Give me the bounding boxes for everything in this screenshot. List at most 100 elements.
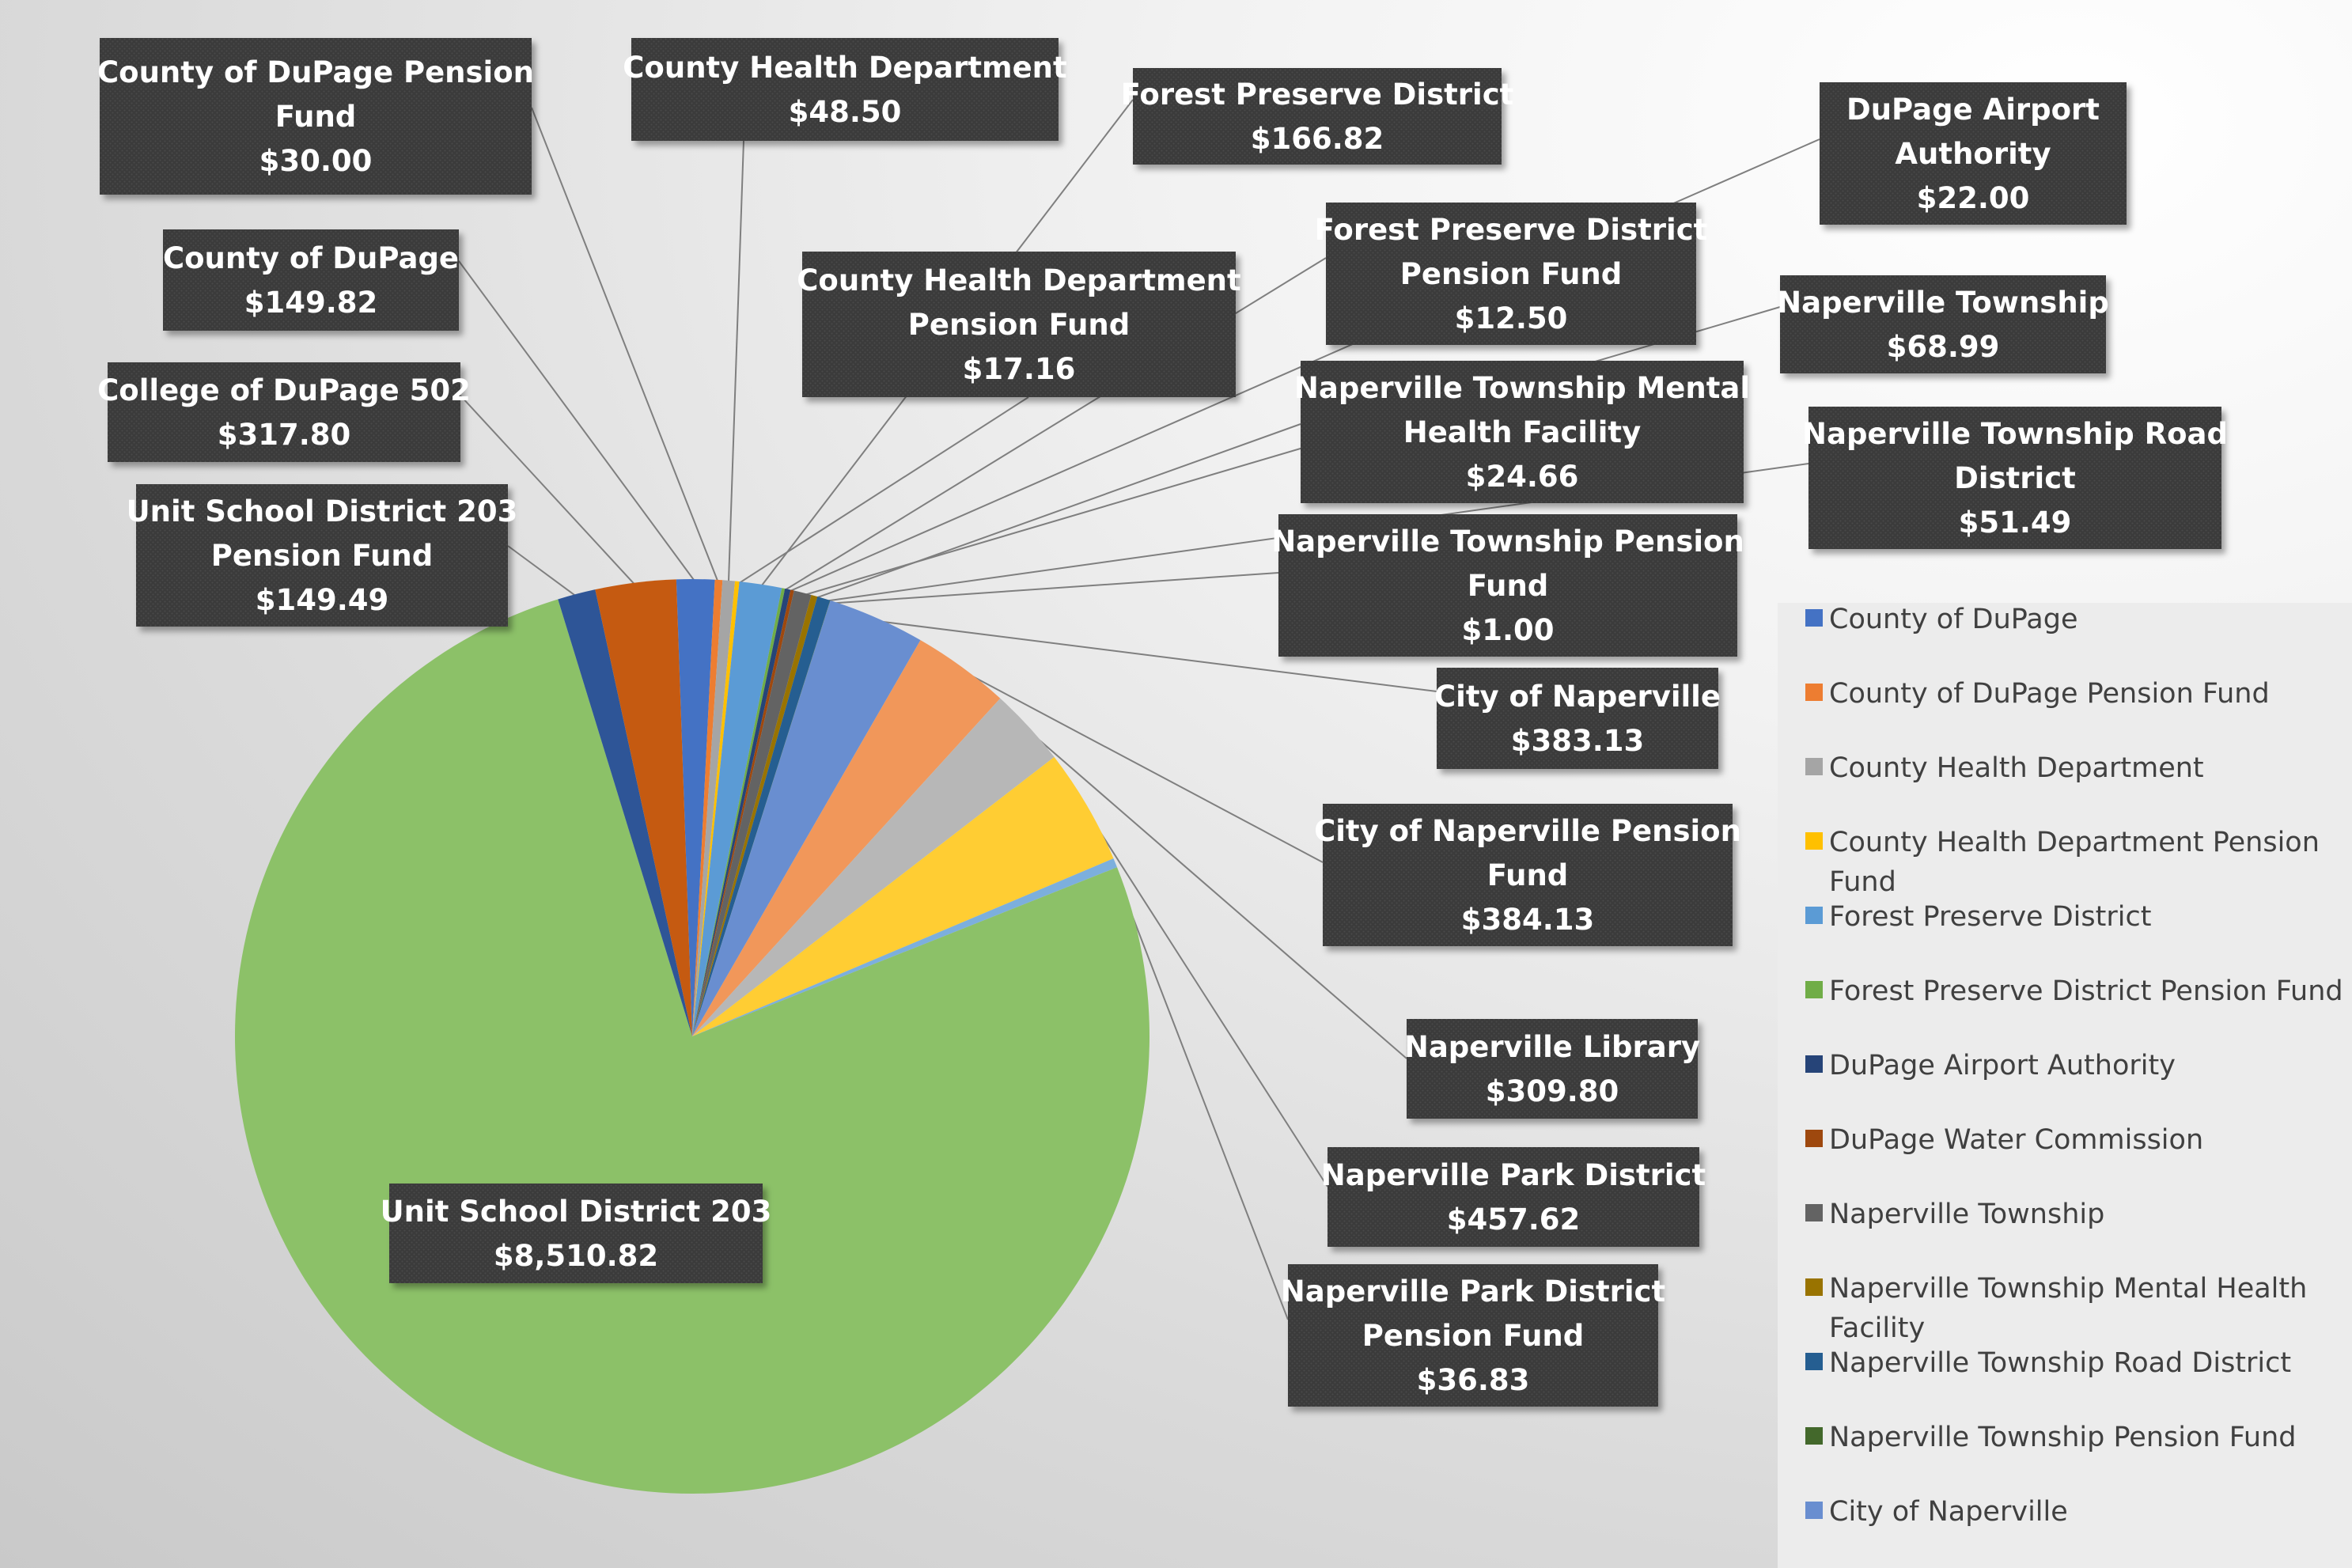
pie-slice-college-of-dupage-502 (595, 579, 692, 1036)
legend-swatch (1805, 758, 1823, 775)
leader-line (829, 572, 1279, 604)
pie-slice-naperville-library (692, 698, 1055, 1036)
legend-item-county-health-department: County Health Department (1805, 752, 2204, 784)
data-label-text: County of DuPage Pension (97, 55, 534, 89)
legend-label: Naperville Township Pension Fund (1829, 1422, 2297, 1453)
leader-line (812, 423, 1301, 600)
legend-panel (1778, 603, 2352, 1568)
pie-slice-naperville-park-district-pension-fund (692, 858, 1118, 1036)
pie-slice-city-of-naperville-pension-fund (692, 640, 1001, 1036)
data-label-value: $1.00 (1461, 613, 1554, 647)
legend-label: City of Naperville (1829, 1496, 2068, 1528)
pie-slice-county-of-dupage-pension-fund (692, 579, 723, 1036)
data-label-text: Fund (275, 100, 357, 134)
legend-label: Naperville Township Road District (1829, 1347, 2291, 1379)
leader-line (1083, 807, 1328, 1187)
data-label-value: $24.66 (1466, 460, 1579, 494)
data-label-value: $68.99 (1887, 330, 2000, 364)
data-label-text: Naperville Park District (1321, 1158, 1706, 1192)
data-label-county-health-department: County Health Department $48.50 (623, 38, 1067, 141)
data-label-text: Naperville Park District (1281, 1274, 1665, 1309)
data-label-value: $317.80 (218, 418, 351, 452)
legend-item-naperville-township-road-district: Naperville Township Road District (1805, 1347, 2291, 1379)
legend-label: DuPage Water Commission (1829, 1124, 2203, 1156)
legend-item-city-of-naperville: City of Naperville (1805, 1496, 2068, 1528)
leader-line (736, 396, 1029, 585)
pie-slice-dupage-airport-authority (692, 589, 791, 1036)
pie-slice-naperville-township-pension-fund (692, 600, 831, 1036)
data-label-text: Fund (1487, 858, 1569, 892)
data-label-text: Naperville Township Pension (1271, 525, 1744, 559)
leader-line (727, 140, 744, 584)
data-label-value: $166.82 (1251, 122, 1384, 156)
data-label-text: Fund (1468, 569, 1549, 603)
leader-line (460, 395, 637, 587)
data-label-naperville-township-road: Naperville Township Road District $51.49 (1802, 407, 2228, 549)
legend-item-dupage-airport-authority: DuPage Airport Authority (1805, 1050, 2176, 1081)
legend-item-naperville-township: Naperville Township (1805, 1199, 2104, 1230)
legend-swatch (1805, 907, 1823, 924)
legend-item-dupage-water-commission: DuPage Water Commission (1805, 1124, 2203, 1156)
legend-label: Naperville Township (1829, 1199, 2104, 1230)
data-label-value: $457.62 (1447, 1203, 1581, 1237)
data-label-text: Authority (1895, 137, 2051, 171)
legend-item-county-of-dupage: County of DuPage (1805, 604, 2078, 635)
legend-swatch (1805, 1130, 1823, 1147)
pie-slice-county-health-department-pension-fund (692, 581, 740, 1036)
pie-slice-unit-school-district-203-pension-fund (558, 589, 692, 1036)
legend-swatch (1805, 684, 1823, 701)
leader-line (1025, 728, 1407, 1059)
data-label-text: District (1954, 461, 2076, 495)
data-label-naperville-park-district: Naperville Park District Pension Fund $36.… (1281, 1264, 1665, 1407)
data-label-text: Pension Fund (908, 308, 1131, 342)
leader-line (801, 306, 1781, 597)
data-label-value: $48.50 (789, 95, 902, 129)
data-label-text: Forest Preserve District (1315, 213, 1708, 247)
data-label-value: $36.83 (1417, 1363, 1530, 1397)
data-label-text: Unit School District 203 (127, 494, 518, 528)
legend-label: County of DuPage (1829, 604, 2078, 635)
data-label-value: $384.13 (1461, 903, 1595, 937)
data-label-county-of-dupage: County of DuPage $149.82 (163, 229, 459, 331)
data-label-forest-preserve-district: Forest Preserve District $166.82 (1121, 68, 1514, 165)
legend-item-county-health-department-pension-fund: County Health Department Pension Fund (1805, 827, 2320, 898)
legend-item-forest-preserve-district-pension-fund: Forest Preserve District Pension Fund (1805, 975, 2343, 1007)
data-label-text: Unit School District 203 (381, 1195, 772, 1229)
legend-label: DuPage Airport Authority (1829, 1050, 2176, 1081)
legend-label: Forest Preserve District Pension Fund (1829, 975, 2343, 1007)
pie-slice-forest-preserve-district (692, 581, 782, 1036)
legend-swatch (1805, 609, 1823, 627)
legend-swatch (1805, 1427, 1823, 1445)
pie-slices (235, 579, 1150, 1494)
leader-line (960, 668, 1324, 863)
legend-label: Forest Preserve District (1829, 901, 2151, 933)
data-label-text: Pension Fund (1400, 257, 1623, 291)
data-label-forest-preserve-district: Forest Preserve District Pension Fund $12.… (1315, 203, 1708, 345)
legend-swatch (1805, 832, 1823, 850)
data-label-dupage-airport: DuPage Airport Authority $22.00 (1820, 82, 2127, 225)
legend-swatch (1805, 1055, 1823, 1073)
data-labels: County of DuPage PensionFund$30.00County… (97, 38, 2228, 1407)
data-label-text: Forest Preserve District (1121, 78, 1514, 112)
legend-label: Facility (1829, 1312, 1925, 1344)
data-label-value: $383.13 (1511, 724, 1645, 758)
legend-label: Fund (1829, 866, 1896, 898)
data-label-text: County Health Department (797, 263, 1240, 297)
data-label-text: Naperville Library (1404, 1030, 1700, 1064)
legend-label: County Health Department (1829, 752, 2204, 784)
data-label-county-health-department: County Health Department Pension Fund $17.… (797, 252, 1241, 397)
data-label-value: $309.80 (1486, 1074, 1619, 1108)
data-label-text: Naperville Township (1777, 286, 2109, 320)
data-label-naperville-township: Naperville Township $68.99 (1777, 275, 2109, 373)
pie-slice-dupage-water-commission (692, 589, 794, 1036)
data-label-value: $8,510.82 (494, 1239, 658, 1273)
legend: County of DuPage County of DuPage Pension… (1805, 604, 2343, 1528)
data-label-county-of-dupage-pension: County of DuPage Pension Fund $30.00 (97, 38, 534, 195)
leader-line (531, 107, 720, 584)
legend-swatch (1805, 1353, 1823, 1370)
data-label-college-of-dupage-502: College of DuPage 502 $317.80 (97, 362, 471, 462)
data-label-value: $17.16 (963, 352, 1076, 386)
legend-swatch (1805, 1278, 1823, 1296)
legend-swatch (1805, 1204, 1823, 1221)
data-label-text: City of Naperville Pension (1314, 814, 1741, 848)
